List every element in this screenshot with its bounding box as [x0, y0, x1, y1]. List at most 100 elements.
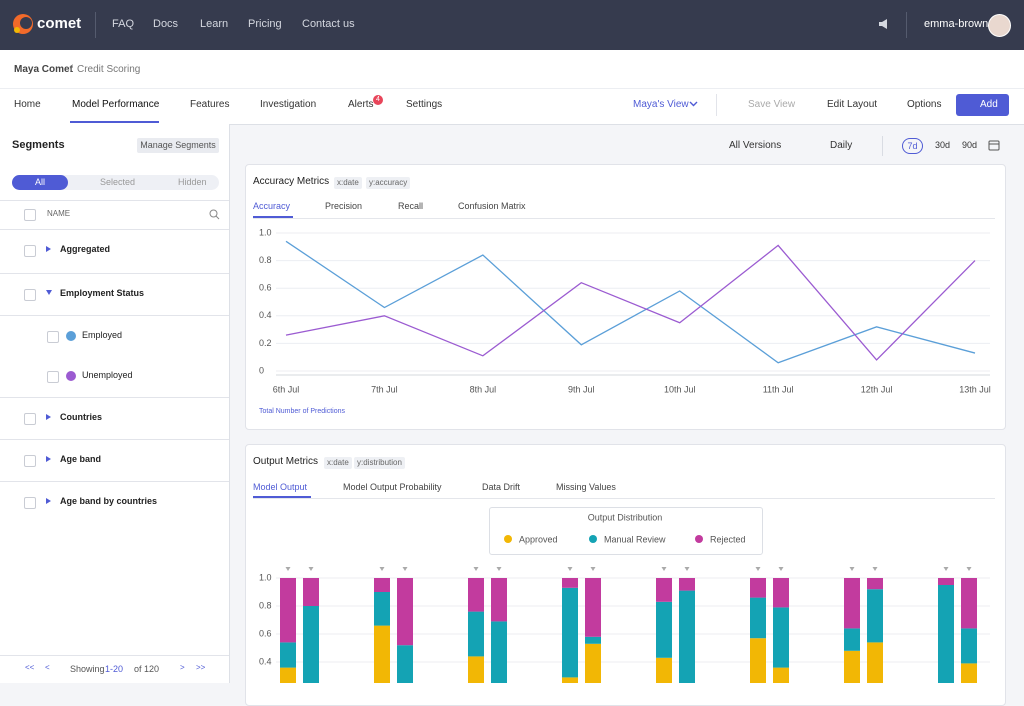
expand-arrow[interactable]: [46, 290, 52, 295]
checkbox[interactable]: [47, 331, 59, 343]
tab[interactable]: Investigation: [260, 99, 317, 110]
bar-marker: [966, 567, 972, 571]
filter[interactable]: Hidden: [178, 177, 207, 187]
interval-select[interactable]: Daily: [830, 140, 853, 151]
pager-prev[interactable]: <: [45, 663, 50, 672]
segment-name[interactable]: Unemployed: [82, 370, 133, 380]
bar-segment: [585, 643, 601, 683]
column-header: NAME: [47, 209, 71, 218]
bar-marker: [872, 567, 878, 571]
add-label[interactable]: Add: [980, 99, 998, 110]
panel: [245, 164, 1006, 430]
add-button[interactable]: [956, 94, 1009, 116]
bar-segment: [585, 636, 601, 644]
bar-segment: [280, 642, 296, 668]
nav-link[interactable]: Pricing: [248, 18, 282, 30]
filter[interactable]: Selected: [100, 177, 136, 187]
breadcrumb-workspace[interactable]: Maya Comet: [14, 64, 73, 75]
bar-segment: [750, 597, 766, 639]
bar-marker: [567, 567, 573, 571]
nav-link[interactable]: Contact us: [302, 18, 355, 30]
expand-arrow[interactable]: [46, 414, 51, 420]
panel-tab[interactable]: Model Output Probability: [343, 482, 442, 492]
breadcrumb-project[interactable]: Credit Scoring: [77, 64, 141, 75]
segment-name[interactable]: Age band: [60, 454, 102, 464]
expand-arrow[interactable]: [46, 498, 51, 504]
separator: [0, 200, 229, 201]
tab[interactable]: Home: [14, 99, 41, 110]
checkbox[interactable]: [47, 371, 59, 383]
pager-first[interactable]: <<: [25, 663, 35, 672]
bar-segment: [679, 590, 695, 683]
expand-arrow[interactable]: [46, 456, 51, 462]
range[interactable]: 90d: [962, 140, 978, 150]
avatar[interactable]: [988, 14, 1011, 37]
segment-name[interactable]: Aggregated: [60, 244, 111, 254]
checkbox[interactable]: [24, 289, 36, 301]
panel-tab-active[interactable]: Accuracy: [253, 201, 291, 211]
user-name[interactable]: emma-brown: [924, 18, 989, 30]
tab[interactable]: Alerts: [348, 99, 374, 110]
checkbox[interactable]: [24, 413, 36, 425]
pager-next[interactable]: >: [180, 663, 185, 672]
y-tick-label: 0.2: [259, 338, 272, 348]
panel-tab[interactable]: Precision: [325, 201, 363, 211]
checkbox[interactable]: [24, 245, 36, 257]
y-tick-label: 0.6: [259, 283, 272, 293]
tab[interactable]: Features: [190, 99, 230, 110]
bar-marker: [661, 567, 667, 571]
y-tick-label: 1.0: [259, 227, 272, 237]
nav-link[interactable]: Docs: [153, 18, 179, 30]
separator: [0, 229, 229, 230]
footnote[interactable]: Total Number of Predictions: [259, 408, 345, 415]
range-active[interactable]: 7d: [902, 138, 923, 154]
separator: [0, 481, 229, 482]
pager-range[interactable]: 1-20: [105, 664, 124, 674]
tab[interactable]: Settings: [406, 99, 443, 110]
segment-name[interactable]: Employed: [82, 330, 123, 340]
legend-title: Output Distribution: [588, 512, 663, 522]
search-icon[interactable]: [209, 209, 220, 220]
segment-name[interactable]: Employment Status: [60, 288, 145, 298]
x-tick-label: 8th Jul: [470, 384, 497, 394]
panel-tab-active[interactable]: Model Output: [253, 482, 308, 492]
bar-segment: [374, 625, 390, 683]
segment-name[interactable]: Age band by countries: [60, 496, 158, 506]
checkbox[interactable]: [24, 455, 36, 467]
panel-tab[interactable]: Recall: [398, 201, 424, 211]
edit-layout[interactable]: Edit Layout: [827, 99, 878, 110]
tag: x:date: [324, 457, 352, 469]
tab-active[interactable]: Model Performance: [72, 99, 160, 110]
versions-select[interactable]: All Versions: [729, 140, 782, 151]
options[interactable]: Options: [907, 99, 942, 110]
announce-icon[interactable]: [878, 19, 890, 29]
divider: [95, 12, 96, 38]
bar-segment: [280, 667, 296, 683]
expand-arrow[interactable]: [46, 246, 51, 252]
view-select[interactable]: Maya's View: [633, 99, 689, 110]
checkbox[interactable]: [24, 497, 36, 509]
save-view[interactable]: Save View: [748, 99, 796, 110]
pager-last[interactable]: >>: [196, 663, 206, 672]
bar-segment: [867, 589, 883, 643]
range[interactable]: 30d: [935, 140, 951, 150]
tag: x:date: [334, 177, 362, 189]
checkbox[interactable]: [24, 209, 36, 221]
panel-tab[interactable]: Missing Values: [556, 482, 616, 492]
tab-underline: [70, 121, 159, 123]
bar-marker: [285, 567, 291, 571]
panel-title: Accuracy Metrics: [253, 176, 330, 187]
nav-link[interactable]: FAQ: [112, 18, 135, 30]
bar-marker: [308, 567, 314, 571]
bar-segment: [961, 578, 977, 629]
manage-button[interactable]: Manage Segments: [137, 138, 219, 153]
bar-segment: [280, 578, 296, 643]
panel-tab[interactable]: Data Drift: [482, 482, 521, 492]
charts: 0 0.2 0.4 0.6 0.8 1.0 6th Jul 7th Jul 8th Jul 9th…: [259, 227, 991, 683]
segment-name[interactable]: Countries: [60, 412, 103, 422]
calendar-icon[interactable]: [988, 139, 1000, 151]
filter[interactable]: All: [12, 175, 68, 190]
nav-link[interactable]: Learn: [200, 18, 229, 30]
panel-tab[interactable]: Confusion Matrix: [458, 201, 526, 211]
